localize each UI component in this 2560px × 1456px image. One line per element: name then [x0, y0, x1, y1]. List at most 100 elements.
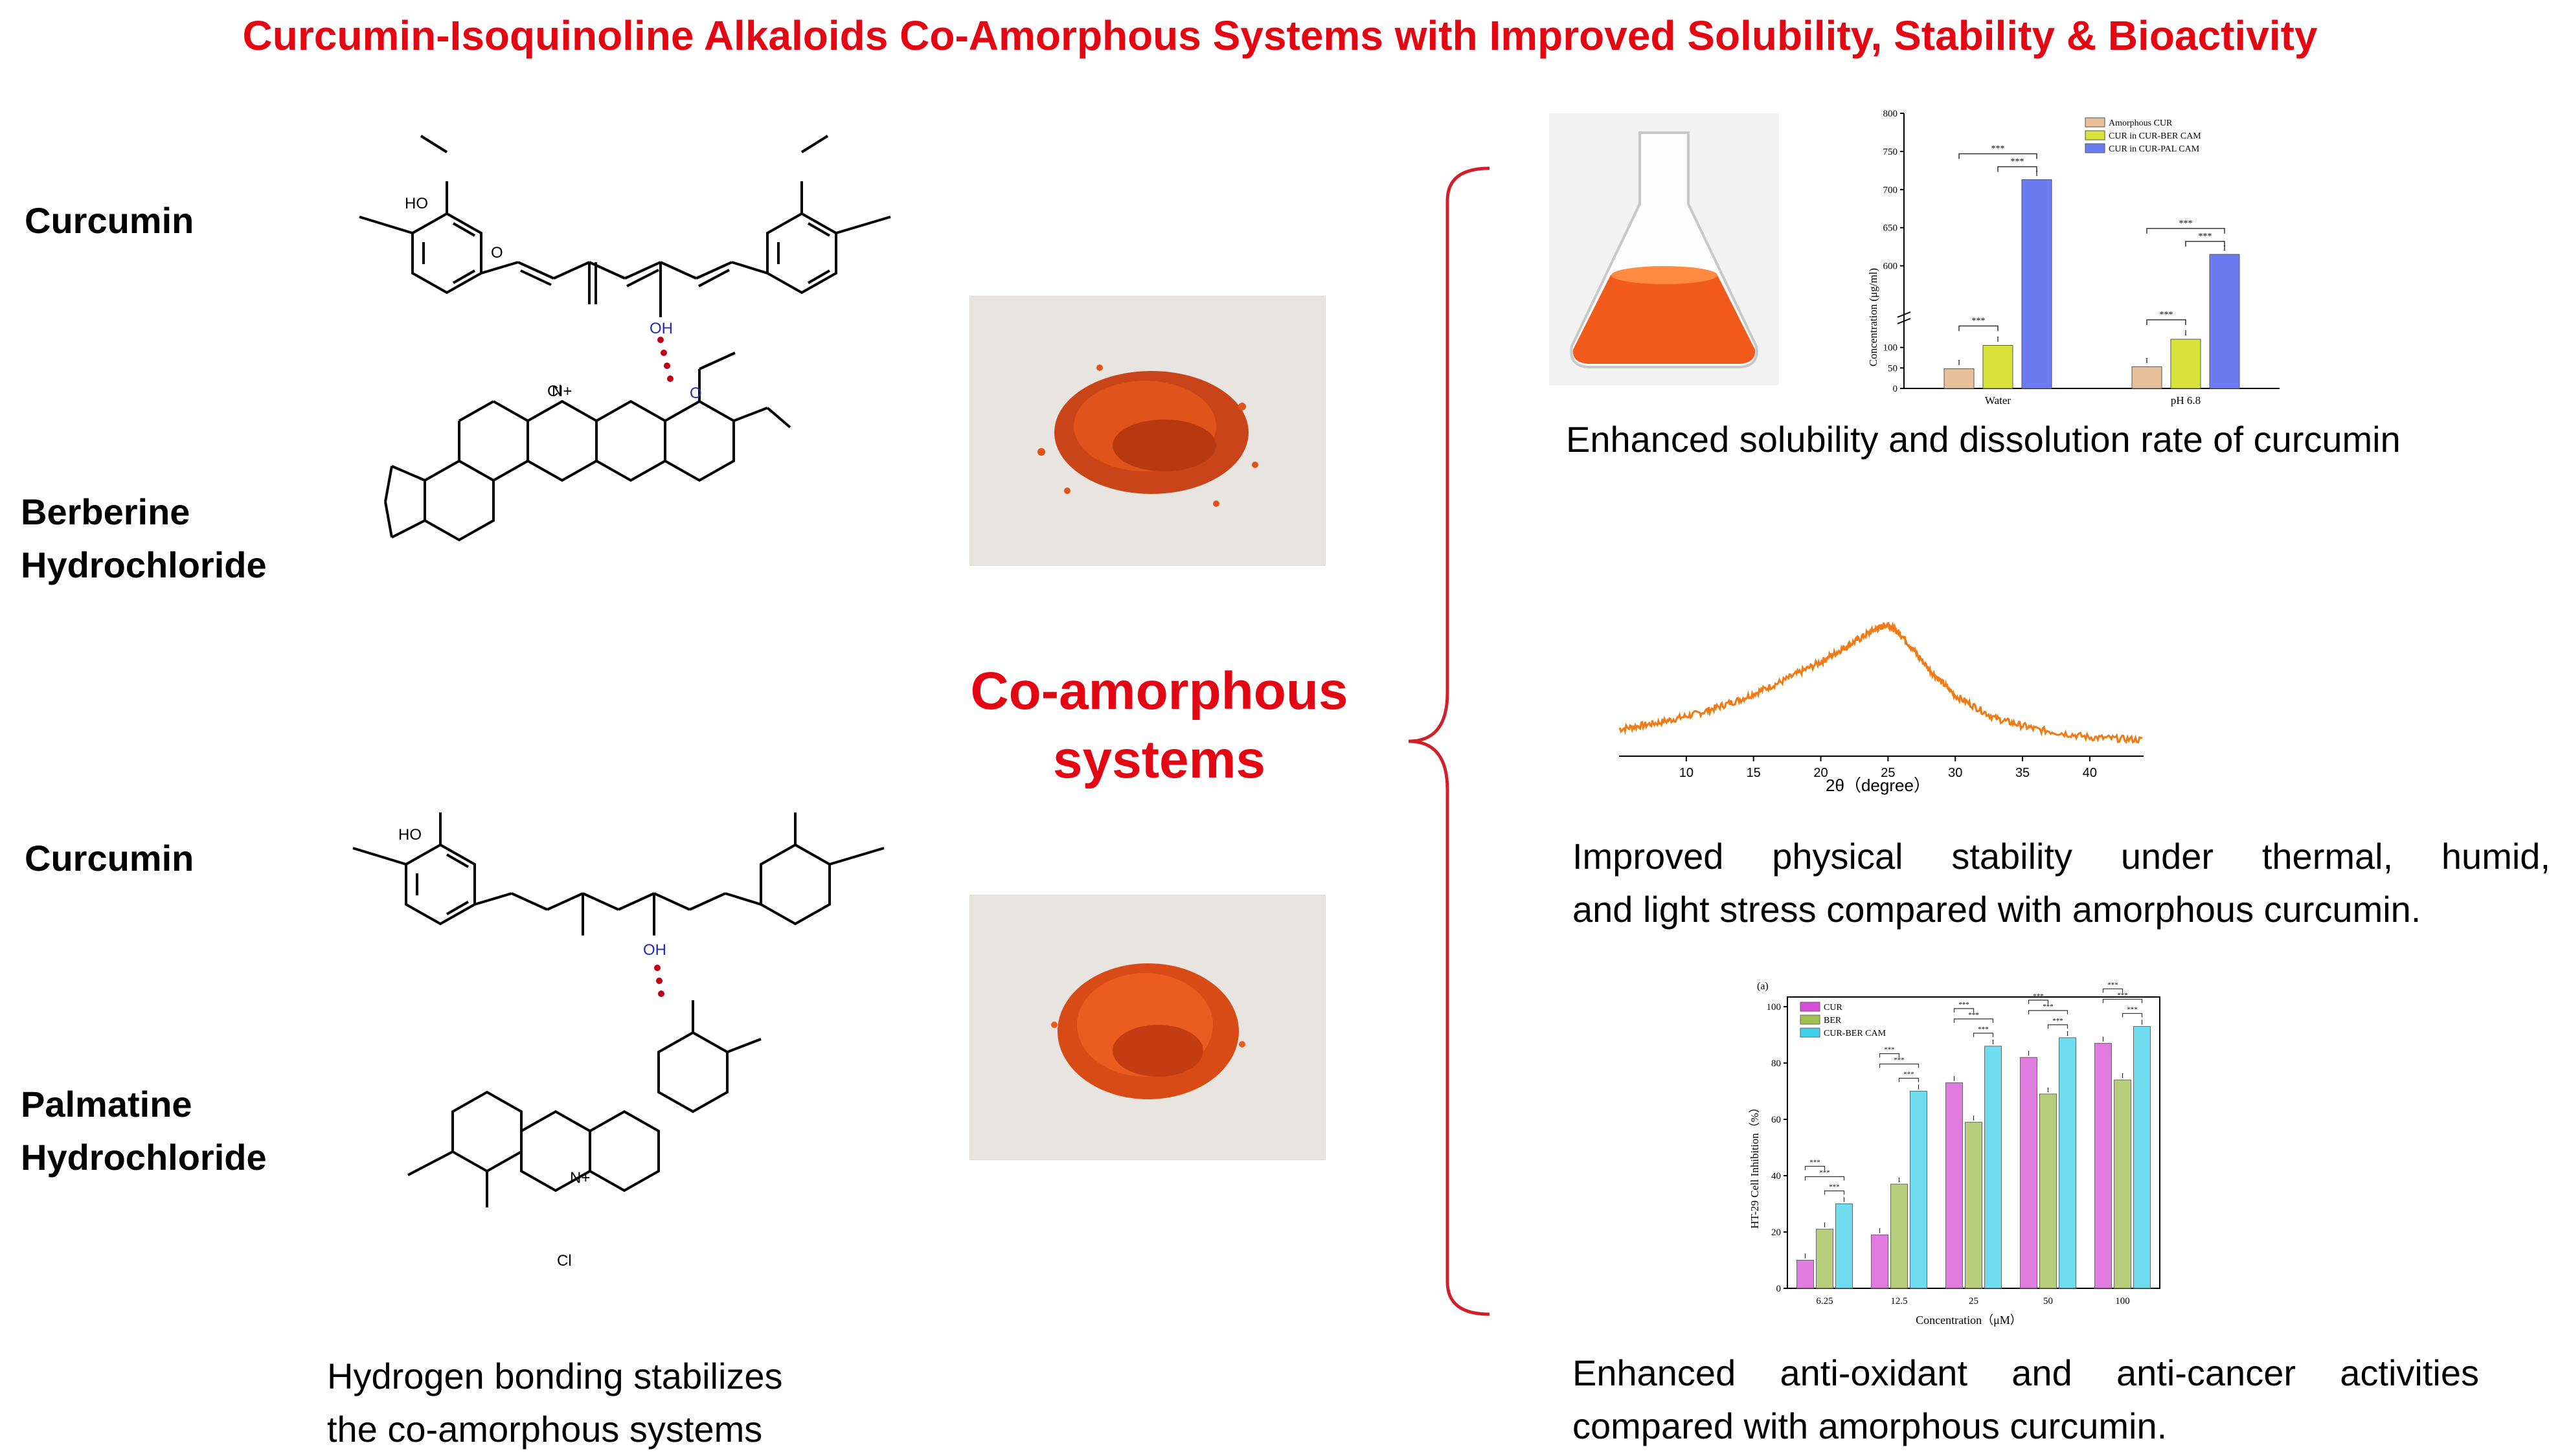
flask-icon — [1570, 131, 1758, 368]
ho-atom-bottom: HO — [398, 826, 422, 844]
chloride-ion-bottom: Cl — [557, 1252, 572, 1270]
inhibition-significance-bracket — [2047, 1024, 2068, 1029]
inhibition-bar — [1835, 1204, 1853, 1289]
inhibition-significance-bracket — [2028, 1000, 2049, 1004]
inhibition-bar — [1890, 1183, 1908, 1289]
xrd-x-axis-label: 2θ（degree） — [1826, 776, 1931, 795]
solubility-legend-label: CUR in CUR-BER CAM — [2109, 131, 2201, 141]
inhibition-error-bar: I — [1973, 1115, 1975, 1122]
inhibition-significance-label: *** — [2127, 1005, 2138, 1013]
inhibition-bar — [2114, 1079, 2131, 1289]
inhibition-legend-swatch — [1800, 1002, 1820, 1012]
oh-atom-enol: OH — [650, 320, 673, 337]
solubility-significance-label: *** — [2179, 219, 2193, 229]
inhibition-error-bar: I — [1953, 1075, 1955, 1082]
solubility-axis-break — [1897, 311, 1911, 324]
inhibition-chart-labels: 0204060801006.25III*********12.5III*****… — [1767, 981, 2144, 1306]
solubility-y-tick-label: 100 — [1883, 343, 1898, 353]
hydrogen-bond-dots-bottom — [654, 965, 664, 997]
inhibition-x-tick-label: 12.5 — [1890, 1296, 1907, 1306]
berberine-label-line1: Berberine — [21, 491, 190, 532]
inhibition-significance-bracket — [1804, 1165, 1826, 1170]
oh-atom-enol-bottom: OH — [643, 941, 666, 959]
xrd-x-tick-label: 25 — [1881, 766, 1895, 780]
curcumin-solution-flask-photo — [1549, 113, 1779, 385]
solubility-y-tick-label: 650 — [1883, 223, 1898, 234]
page-title: Curcumin-Isoquinoline Alkaloids Co-Amorp… — [242, 12, 2318, 59]
curcumin-berberine-structure: HO O OH O N+ Cl — [359, 135, 891, 542]
bioactivity-caption-line1: Enhanced anti-oxidant and anti-cancer ac… — [1572, 1352, 2479, 1393]
cur-pal-powder-photo — [969, 895, 1326, 1160]
inhibition-bar — [2094, 1043, 2112, 1289]
berberine-label-line2: Hydrochloride — [21, 544, 267, 585]
inhibition-error-bar: I — [2122, 1073, 2124, 1080]
solubility-legend-label: CUR in CUR-PAL CAM — [2109, 144, 2200, 154]
solubility-error-bar: I — [2146, 355, 2148, 364]
xrd-x-tick-label: 10 — [1679, 766, 1693, 780]
stability-caption-line1: Improved physical stability under therma… — [1572, 836, 2550, 877]
inhibition-significance-bracket — [1953, 1018, 1994, 1023]
inhibition-error-bar: I — [2028, 1050, 2030, 1057]
inhibition-error-bar: I — [1843, 1197, 1845, 1204]
inhibition-chart-bars — [1796, 988, 2151, 1289]
grouping-brace — [1408, 166, 1490, 1316]
inhibition-y-tick-label: 80 — [1771, 1058, 1781, 1069]
inhibition-significance-bracket — [1973, 1033, 1994, 1037]
solubility-chart-labels: 0 50 100 600 650 700 750 800 Water I I I *** *** *** pH… — [1883, 109, 2226, 407]
solubility-error-bar: I — [2223, 243, 2226, 252]
inhibition-bar — [2133, 1025, 2151, 1289]
inhibition-bar — [2020, 1057, 2037, 1289]
inhibition-significance-label: *** — [1903, 1071, 1914, 1079]
inhibition-y-tick-label: 100 — [1767, 1002, 1782, 1013]
inhibition-bar — [1984, 1046, 2002, 1289]
inhibition-significance-bracket — [1898, 1077, 1920, 1082]
co-amorphous-label-line2: systems — [1052, 730, 1266, 789]
solubility-bar — [2170, 339, 2201, 389]
curcumin-label-bottom: Curcumin — [25, 838, 194, 879]
cur-ber-powder-photo — [969, 296, 1326, 566]
solubility-significance-label: *** — [2160, 310, 2173, 320]
solubility-bar — [2209, 254, 2240, 389]
inhibition-error-bar: I — [2102, 1036, 2104, 1044]
inhibition-y-tick-label: 60 — [1771, 1115, 1781, 1125]
solubility-significance-bracket — [1997, 166, 2037, 172]
inhibition-significance-bracket — [2028, 1010, 2068, 1014]
o-atom-methoxy-hbond: O — [690, 385, 702, 402]
hydrogen-bond-dots-top — [657, 337, 674, 382]
xrd-x-tick-label: 40 — [2083, 766, 2097, 780]
inhibition-significance-bracket — [1804, 1176, 1845, 1181]
palmatine-label-line1: Palmatine — [21, 1084, 192, 1125]
inhibition-bar — [1945, 1082, 1963, 1289]
inhibition-bar — [2059, 1037, 2076, 1289]
xrd-x-tick-label: 15 — [1747, 766, 1761, 780]
stability-caption-line2: and light stress compared with amorphous… — [1572, 889, 2421, 930]
solubility-legend-swatch — [2085, 143, 2105, 153]
inhibition-significance-label: *** — [1809, 1159, 1820, 1167]
inhibition-significance-bracket — [1879, 1053, 1900, 1058]
inhibition-bar — [1965, 1121, 1982, 1289]
solubility-significance-bracket — [2185, 241, 2225, 247]
inhibition-significance-bracket — [2102, 988, 2124, 993]
inhibition-significance-label: *** — [1829, 1183, 1840, 1191]
solubility-error-bar: I — [2184, 328, 2187, 337]
palmatine-label: Palmatine Hydrochloride — [21, 1078, 267, 1184]
inhibition-significance-label: *** — [2052, 1017, 2063, 1025]
inhibition-significance-bracket — [1879, 1063, 1920, 1068]
hydrogen-bond-caption-line2: the co-amorphous systems — [327, 1409, 763, 1450]
inhibition-panel-label: (a) — [1757, 981, 1769, 992]
powder-pile-pal — [1051, 963, 1245, 1099]
inhibition-significance-label: *** — [2117, 991, 2128, 999]
stability-caption: Improved physical stability under therma… — [1572, 830, 2550, 936]
solubility-legend-swatch — [2085, 130, 2105, 140]
inhibition-error-bar: I — [2141, 1019, 2143, 1026]
solubility-significance-label: *** — [1972, 317, 1986, 326]
solubility-y-tick-label: 50 — [1888, 363, 1897, 374]
inhibition-y-tick-label: 0 — [1776, 1284, 1782, 1294]
solubility-significance-label: *** — [2011, 157, 2024, 166]
inhibition-y-axis-label: HT-29 Cell Inhibition（%） — [1749, 1102, 1761, 1229]
solubility-y-tick-label: 750 — [1883, 147, 1898, 157]
hydrogen-bond-caption-line1: Hydrogen bonding stabilizes — [327, 1356, 783, 1396]
solubility-legend-label: Amorphous CUR — [2109, 118, 2173, 128]
solubility-error-bar: I — [1997, 335, 1999, 344]
solubility-error-bar: I — [2035, 168, 2038, 177]
